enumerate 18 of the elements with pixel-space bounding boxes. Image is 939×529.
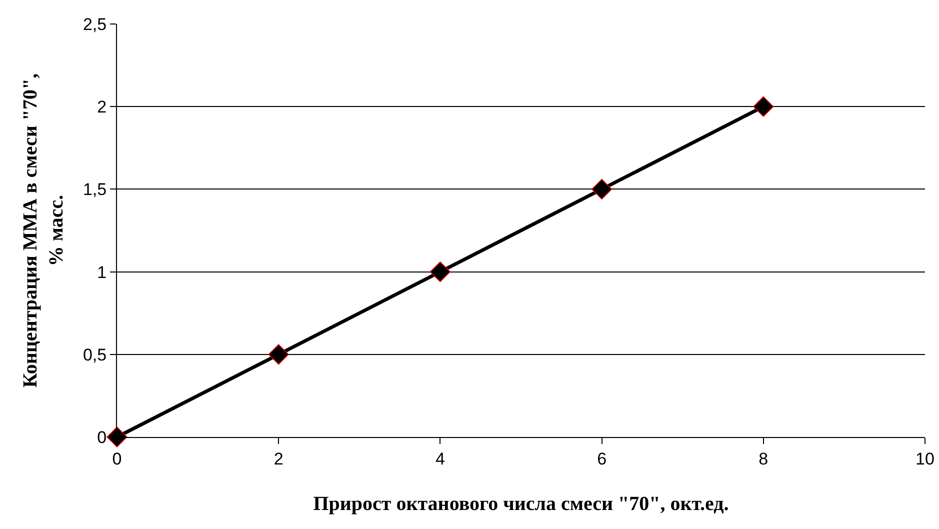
y-tick-label: 2,5 bbox=[82, 14, 107, 34]
y-axis-title: Концентрация ММА в смеси "70", % масс. bbox=[19, 73, 68, 388]
x-axis-title: Прирост октанового числа смеси "70", окт.ед. bbox=[313, 492, 729, 515]
x-tick-label: 8 bbox=[758, 449, 768, 468]
x-tick-label: 2 bbox=[274, 449, 284, 468]
point bbox=[430, 262, 450, 282]
point bbox=[753, 96, 774, 117]
x-tick-label: 0 bbox=[112, 449, 122, 468]
x-tick-label: 4 bbox=[435, 449, 445, 468]
point bbox=[268, 344, 289, 365]
y-tick-label: 1,5 bbox=[82, 180, 107, 200]
x-tick-label: 10 bbox=[916, 449, 934, 468]
point bbox=[592, 178, 612, 200]
y-tick-label: 2 bbox=[97, 98, 107, 117]
y-tick-label: 0 bbox=[97, 428, 107, 447]
y-tick-label: 0,5 bbox=[82, 345, 107, 364]
y-tick-label: 1 bbox=[97, 262, 107, 282]
x-tick-label: 6 bbox=[597, 449, 607, 468]
